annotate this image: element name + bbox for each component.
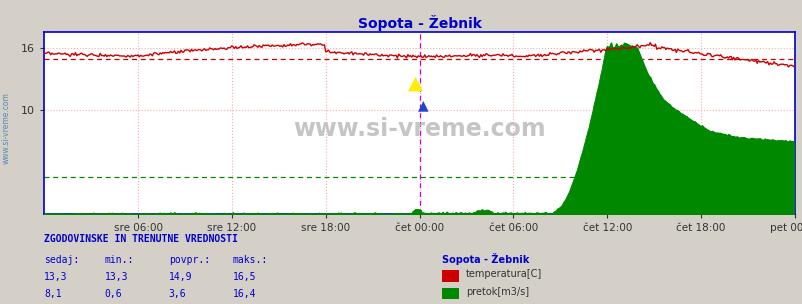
Text: maks.:: maks.: — [233, 255, 268, 265]
Text: 8,1: 8,1 — [44, 289, 62, 299]
Text: 16,4: 16,4 — [233, 289, 256, 299]
Text: Sopota - Žebnik: Sopota - Žebnik — [441, 253, 529, 265]
Text: 13,3: 13,3 — [104, 272, 128, 282]
Text: www.si-vreme.com: www.si-vreme.com — [293, 117, 545, 140]
Text: 0,6: 0,6 — [104, 289, 122, 299]
Title: Sopota - Žebnik: Sopota - Žebnik — [357, 15, 481, 31]
Text: ▲: ▲ — [407, 74, 423, 92]
Text: ZGODOVINSKE IN TRENUTNE VREDNOSTI: ZGODOVINSKE IN TRENUTNE VREDNOSTI — [44, 234, 237, 244]
Text: pretok[m3/s]: pretok[m3/s] — [465, 287, 529, 297]
Text: 14,9: 14,9 — [168, 272, 192, 282]
Text: min.:: min.: — [104, 255, 134, 265]
Text: 13,3: 13,3 — [44, 272, 67, 282]
Text: 16,5: 16,5 — [233, 272, 256, 282]
Text: sedaj:: sedaj: — [44, 255, 79, 265]
Text: povpr.:: povpr.: — [168, 255, 209, 265]
Text: temperatura[C]: temperatura[C] — [465, 269, 541, 279]
Text: ▲: ▲ — [418, 98, 428, 112]
Text: 3,6: 3,6 — [168, 289, 186, 299]
Text: www.si-vreme.com: www.si-vreme.com — [2, 92, 11, 164]
